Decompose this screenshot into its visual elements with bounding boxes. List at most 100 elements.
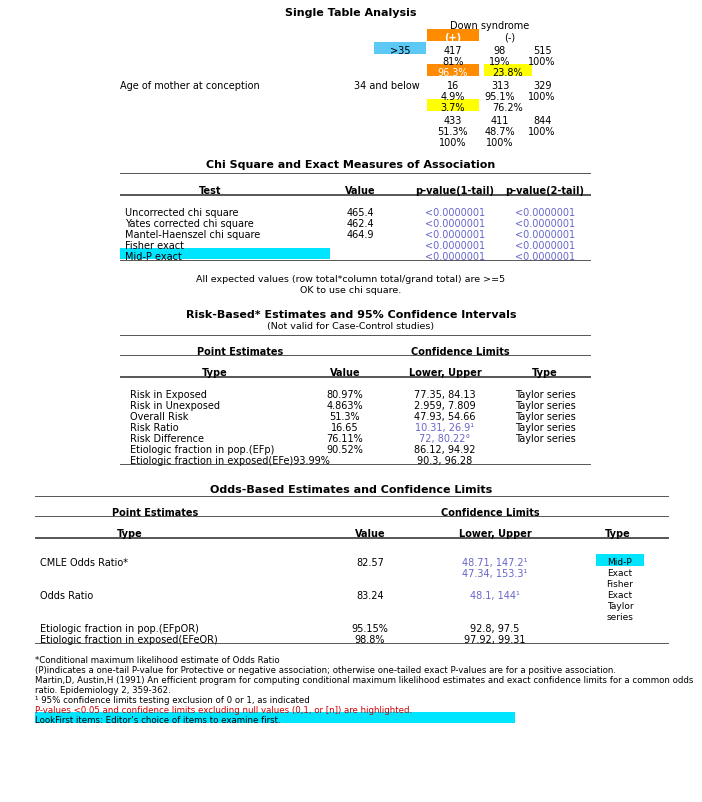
Text: 98: 98 xyxy=(494,46,506,56)
Text: p-value(1-tail): p-value(1-tail) xyxy=(416,186,494,196)
Text: p-value(2-tail): p-value(2-tail) xyxy=(505,186,585,196)
Text: (-): (-) xyxy=(505,33,515,43)
Text: 515: 515 xyxy=(533,46,552,56)
Text: 844: 844 xyxy=(533,115,551,126)
Bar xyxy=(35,712,515,723)
Text: 313: 313 xyxy=(491,81,509,91)
Text: Etiologic fraction in exposed(EFeOR): Etiologic fraction in exposed(EFeOR) xyxy=(40,634,218,644)
Text: Odds-Based Estimates and Confidence Limits: Odds-Based Estimates and Confidence Limi… xyxy=(210,484,492,494)
Text: 51.3%: 51.3% xyxy=(330,411,360,422)
Text: 10.31, 26.9¹: 10.31, 26.9¹ xyxy=(416,423,475,432)
Text: Mantel-Haenszel chi square: Mantel-Haenszel chi square xyxy=(125,229,260,240)
Bar xyxy=(427,65,479,77)
Text: 2.959, 7.809: 2.959, 7.809 xyxy=(414,400,476,411)
Text: 77.35, 84.13: 77.35, 84.13 xyxy=(414,390,476,399)
Text: 462.4: 462.4 xyxy=(346,219,373,229)
Text: <0.0000001: <0.0000001 xyxy=(425,241,485,251)
Text: 4.863%: 4.863% xyxy=(326,400,364,411)
Text: 86.12, 94.92: 86.12, 94.92 xyxy=(414,444,476,455)
Text: 48.7%: 48.7% xyxy=(484,127,515,137)
Bar xyxy=(596,554,644,566)
Text: Lower, Upper: Lower, Upper xyxy=(458,529,531,538)
Text: (+): (+) xyxy=(444,33,461,43)
Text: LookFirst items: Editor’s choice of items to examine first.: LookFirst items: Editor’s choice of item… xyxy=(35,715,281,724)
Bar xyxy=(484,65,532,77)
Text: Type: Type xyxy=(532,367,558,378)
Text: 23.8%: 23.8% xyxy=(493,68,523,78)
Text: 100%: 100% xyxy=(528,127,555,137)
Text: Confidence Limits: Confidence Limits xyxy=(411,346,510,357)
Text: P-values <0.05 and confidence limits excluding null values (0,1, or [n]) are hig: P-values <0.05 and confidence limits exc… xyxy=(35,705,412,714)
Text: Taylor series: Taylor series xyxy=(515,411,576,422)
Text: Exact: Exact xyxy=(607,590,633,599)
Text: 76.11%: 76.11% xyxy=(326,433,364,444)
Text: 90.52%: 90.52% xyxy=(326,444,364,455)
Text: Value: Value xyxy=(345,186,376,196)
Text: Age of mother at conception: Age of mother at conception xyxy=(120,81,260,91)
Text: Value: Value xyxy=(355,529,385,538)
Text: Taylor series: Taylor series xyxy=(515,433,576,444)
Text: 51.3%: 51.3% xyxy=(437,127,468,137)
Text: 47.93, 54.66: 47.93, 54.66 xyxy=(414,411,476,422)
Text: <0.0000001: <0.0000001 xyxy=(425,219,485,229)
Text: 72, 80.22°: 72, 80.22° xyxy=(419,433,470,444)
Text: Down syndrome: Down syndrome xyxy=(451,21,529,31)
Text: *Conditional maximum likelihood estimate of Odds Ratio: *Conditional maximum likelihood estimate… xyxy=(35,655,279,664)
Text: ratio. Epidemiology 2, 359-362.: ratio. Epidemiology 2, 359-362. xyxy=(35,685,171,695)
Text: 76.2%: 76.2% xyxy=(493,103,524,113)
Text: 100%: 100% xyxy=(486,138,514,148)
Text: Test: Test xyxy=(199,186,221,196)
Text: OK to use chi square.: OK to use chi square. xyxy=(300,286,402,294)
Text: Taylor: Taylor xyxy=(607,602,633,610)
Text: 97.92, 99.31: 97.92, 99.31 xyxy=(464,634,526,644)
Text: Risk Difference: Risk Difference xyxy=(130,433,204,444)
Text: >35: >35 xyxy=(390,46,410,56)
Text: 100%: 100% xyxy=(528,57,555,67)
Text: Mid-P exact: Mid-P exact xyxy=(125,252,182,261)
Text: Fisher: Fisher xyxy=(607,579,633,588)
Text: Lower, Upper: Lower, Upper xyxy=(409,367,482,378)
Text: 82.57: 82.57 xyxy=(356,557,384,567)
Text: 100%: 100% xyxy=(439,138,467,148)
Text: 4.9%: 4.9% xyxy=(441,92,465,102)
Text: <0.0000001: <0.0000001 xyxy=(515,241,575,251)
Text: Yates corrected chi square: Yates corrected chi square xyxy=(125,219,253,229)
Text: 80.97%: 80.97% xyxy=(326,390,364,399)
Text: Etiologic fraction in pop.(EFpOR): Etiologic fraction in pop.(EFpOR) xyxy=(40,623,199,634)
Text: CMLE Odds Ratio*: CMLE Odds Ratio* xyxy=(40,557,128,567)
Text: Point Estimates: Point Estimates xyxy=(112,508,198,517)
Text: Etiologic fraction in exposed(EFe)93.99%: Etiologic fraction in exposed(EFe)93.99% xyxy=(130,456,330,465)
Text: Fisher exact: Fisher exact xyxy=(125,241,184,251)
Text: Taylor series: Taylor series xyxy=(515,400,576,411)
Text: 90.3, 96.28: 90.3, 96.28 xyxy=(418,456,472,465)
Bar xyxy=(374,43,426,55)
Text: <0.0000001: <0.0000001 xyxy=(515,208,575,217)
Text: <0.0000001: <0.0000001 xyxy=(425,229,485,240)
Text: ¹ 95% confidence limits testing exclusion of 0 or 1, as indicated: ¹ 95% confidence limits testing exclusio… xyxy=(35,695,310,704)
Text: series: series xyxy=(607,612,633,622)
Text: Taylor series: Taylor series xyxy=(515,390,576,399)
Text: 83.24: 83.24 xyxy=(356,590,384,600)
Text: Type: Type xyxy=(202,367,228,378)
Text: 16: 16 xyxy=(447,81,459,91)
Text: <0.0000001: <0.0000001 xyxy=(515,219,575,229)
Text: Exact: Exact xyxy=(607,569,633,577)
Bar xyxy=(120,249,330,260)
Text: (P)indicates a one-tail P-value for Protective or negative association; otherwis: (P)indicates a one-tail P-value for Prot… xyxy=(35,665,616,674)
Text: 98.8%: 98.8% xyxy=(355,634,385,644)
Text: 92.8, 97.5: 92.8, 97.5 xyxy=(470,623,519,634)
Text: 411: 411 xyxy=(491,115,509,126)
Text: (Not valid for Case-Control studies): (Not valid for Case-Control studies) xyxy=(267,322,435,330)
Text: Value: Value xyxy=(330,367,360,378)
Text: Mid-P: Mid-P xyxy=(608,557,633,566)
Text: Risk-Based* Estimates and 95% Confidence Intervals: Risk-Based* Estimates and 95% Confidence… xyxy=(186,310,516,320)
Text: All expected values (row total*column total/grand total) are >=5: All expected values (row total*column to… xyxy=(197,274,505,284)
Text: Risk in Exposed: Risk in Exposed xyxy=(130,390,207,399)
Text: 464.9: 464.9 xyxy=(346,229,373,240)
Text: Risk Ratio: Risk Ratio xyxy=(130,423,178,432)
Text: 34 and below: 34 and below xyxy=(355,81,420,91)
Text: 95.15%: 95.15% xyxy=(352,623,388,634)
Text: 81%: 81% xyxy=(442,57,464,67)
Text: Odds Ratio: Odds Ratio xyxy=(40,590,93,600)
Text: 96.3%: 96.3% xyxy=(438,68,468,78)
